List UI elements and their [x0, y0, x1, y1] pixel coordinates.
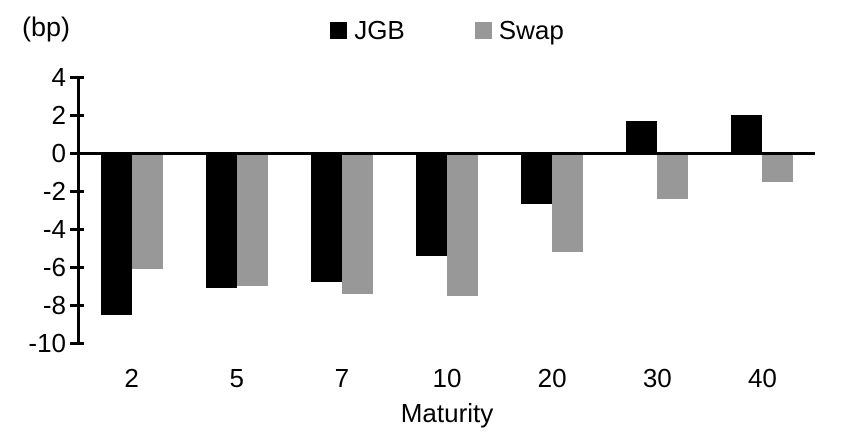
- bar-swap-5: [236, 153, 268, 286]
- y-tick-label: -2: [42, 176, 66, 206]
- bar-swap-10: [447, 153, 478, 296]
- y-tick-label: -10: [28, 328, 66, 358]
- bar-jgb-20: [521, 153, 553, 205]
- y-tick-label: 4: [51, 62, 66, 92]
- x-tick-label: 5: [229, 363, 244, 393]
- legend-item-swap: Swap: [474, 15, 564, 46]
- bar-jgb-30: [626, 120, 658, 153]
- bar-swap-30: [657, 153, 689, 199]
- bar-jgb-7: [310, 153, 342, 283]
- bar-swap-40: [762, 153, 794, 182]
- bar-jgb-40: [731, 115, 763, 153]
- y-tick: [70, 75, 84, 79]
- y-tick: [70, 341, 84, 345]
- x-tick-label: 10: [432, 363, 462, 393]
- bar-jgb-10: [416, 153, 447, 256]
- bar-swap-20: [552, 153, 584, 252]
- legend-swatch-jgb: [330, 22, 348, 39]
- legend-swatch-swap: [474, 22, 492, 39]
- y-tick-label: 0: [51, 138, 66, 168]
- y-tick: [70, 227, 84, 231]
- bar-jgb-2: [100, 153, 132, 315]
- x-axis-title: Maturity: [400, 398, 494, 428]
- y-tick: [70, 113, 84, 117]
- y-tick: [70, 151, 84, 155]
- x-tick-label: 40: [747, 363, 777, 393]
- y-axis-line: [77, 75, 80, 345]
- y-tick: [70, 189, 84, 193]
- bar-swap-2: [131, 153, 163, 269]
- y-tick-label: -8: [42, 290, 66, 320]
- y-axis-unit-label: (bp): [22, 12, 71, 42]
- y-tick-label: -4: [42, 214, 66, 244]
- x-tick-label: 2: [124, 363, 139, 393]
- legend-item-jgb: JGB: [330, 15, 405, 46]
- y-tick-label: 2: [51, 100, 66, 130]
- x-tick-label: 20: [537, 363, 567, 393]
- bar-swap-7: [341, 153, 373, 294]
- bar-jgb-5: [205, 153, 237, 288]
- x-axis-zero-line: [79, 151, 815, 155]
- legend: JGB Swap: [79, 15, 815, 46]
- y-tick-label: -6: [42, 252, 66, 282]
- x-tick-label: 30: [642, 363, 672, 393]
- x-tick-label: 7: [334, 363, 350, 393]
- legend-label-jgb: JGB: [354, 15, 405, 45]
- legend-label-swap: Swap: [498, 15, 564, 45]
- y-tick: [70, 303, 84, 307]
- y-tick: [70, 265, 84, 269]
